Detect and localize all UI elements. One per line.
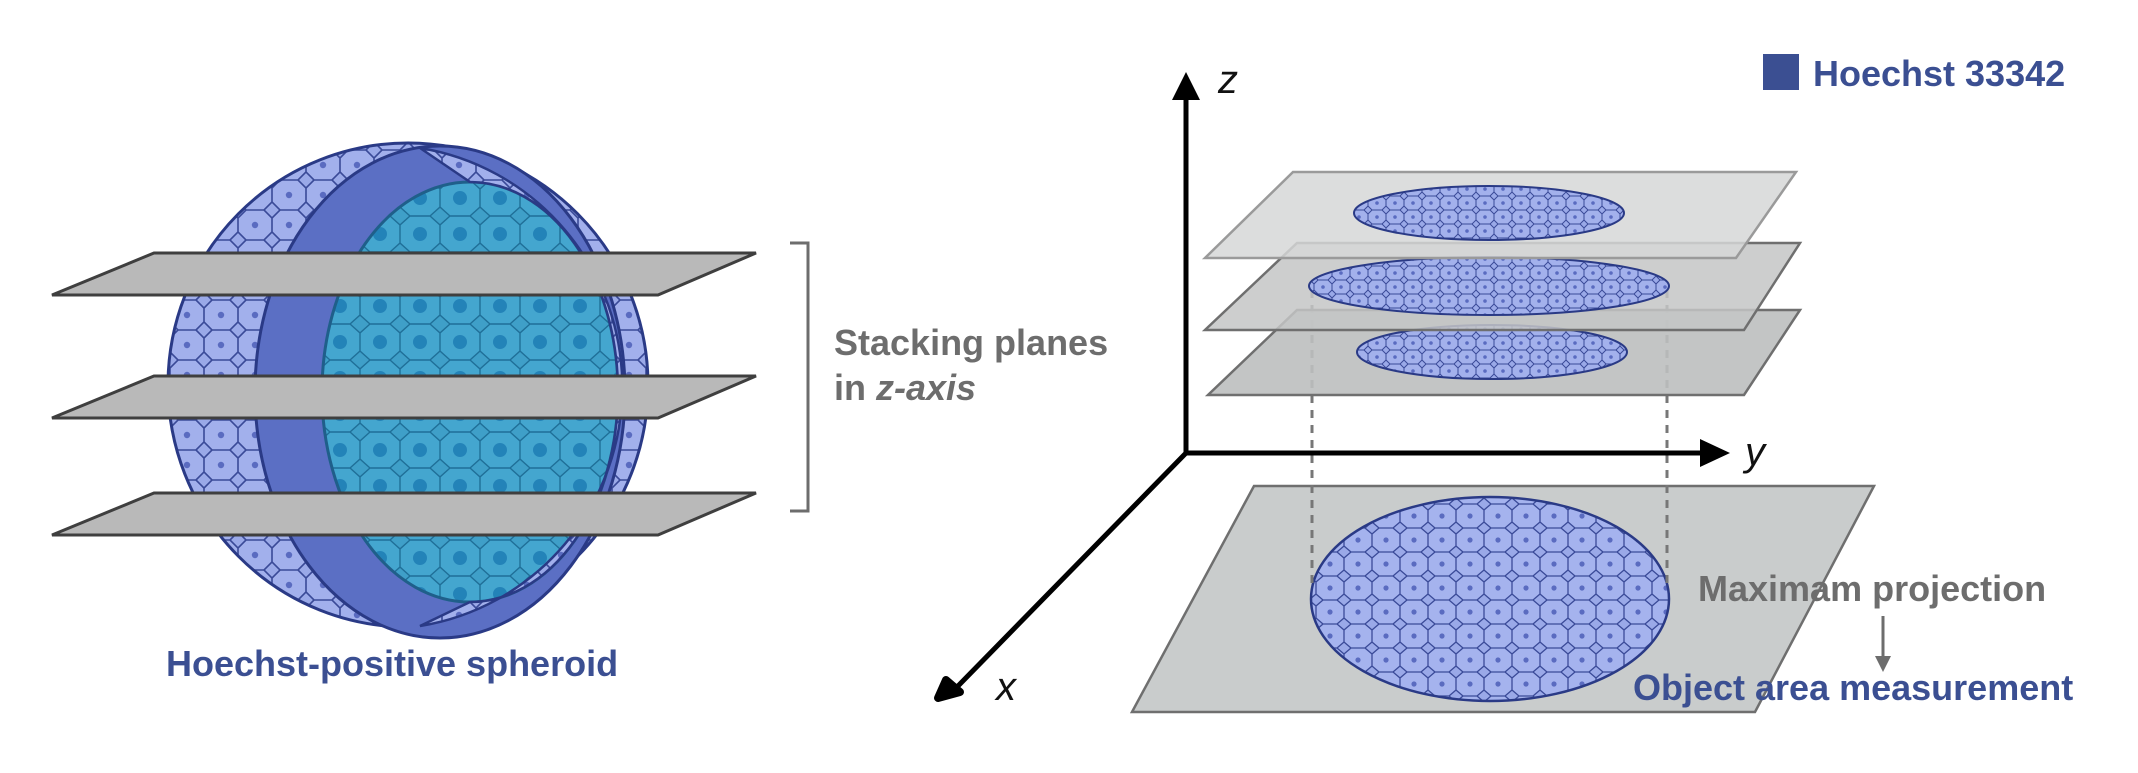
x-axis-label: x bbox=[996, 665, 1016, 709]
legend-label: Hoechst 33342 bbox=[1813, 53, 2066, 94]
slice-spheroid-middle bbox=[1308, 256, 1670, 316]
stacking-bracket bbox=[790, 241, 810, 513]
legend-swatch bbox=[1763, 54, 1799, 90]
y-axis-label: y bbox=[1745, 430, 1765, 474]
z-axis-arrowhead bbox=[1172, 72, 1200, 100]
stacking-plane-top bbox=[51, 251, 757, 297]
stacking-label-line1: Stacking planes bbox=[834, 322, 1109, 363]
object-area-label: Object area measurement bbox=[1633, 667, 2074, 708]
stacking-plane-bottom bbox=[51, 491, 757, 537]
stacking-label-line2: in z-axis bbox=[834, 367, 976, 409]
stacking-plane-middle bbox=[51, 374, 757, 420]
step-arrow-head bbox=[1875, 656, 1891, 672]
max-projection-label: Maximam projection bbox=[1698, 568, 2047, 609]
spheroid-caption: Hoechst-positive spheroid bbox=[166, 643, 619, 684]
coordinate-axes bbox=[934, 72, 1730, 702]
stacking-planes bbox=[51, 251, 757, 537]
slice-spheroid-top bbox=[1353, 185, 1625, 241]
slice-stack bbox=[1201, 170, 1803, 397]
z-axis-label: z bbox=[1218, 58, 1238, 102]
x-axis-arrowhead bbox=[934, 676, 964, 702]
slice-spheroid-bottom bbox=[1356, 324, 1628, 380]
y-axis-arrowhead bbox=[1700, 439, 1730, 467]
stacking-label-axis: z-axis bbox=[876, 367, 977, 408]
projected-spheroid bbox=[1309, 495, 1671, 703]
stacking-label-prefix: in bbox=[834, 367, 876, 408]
x-axis bbox=[956, 451, 1188, 688]
